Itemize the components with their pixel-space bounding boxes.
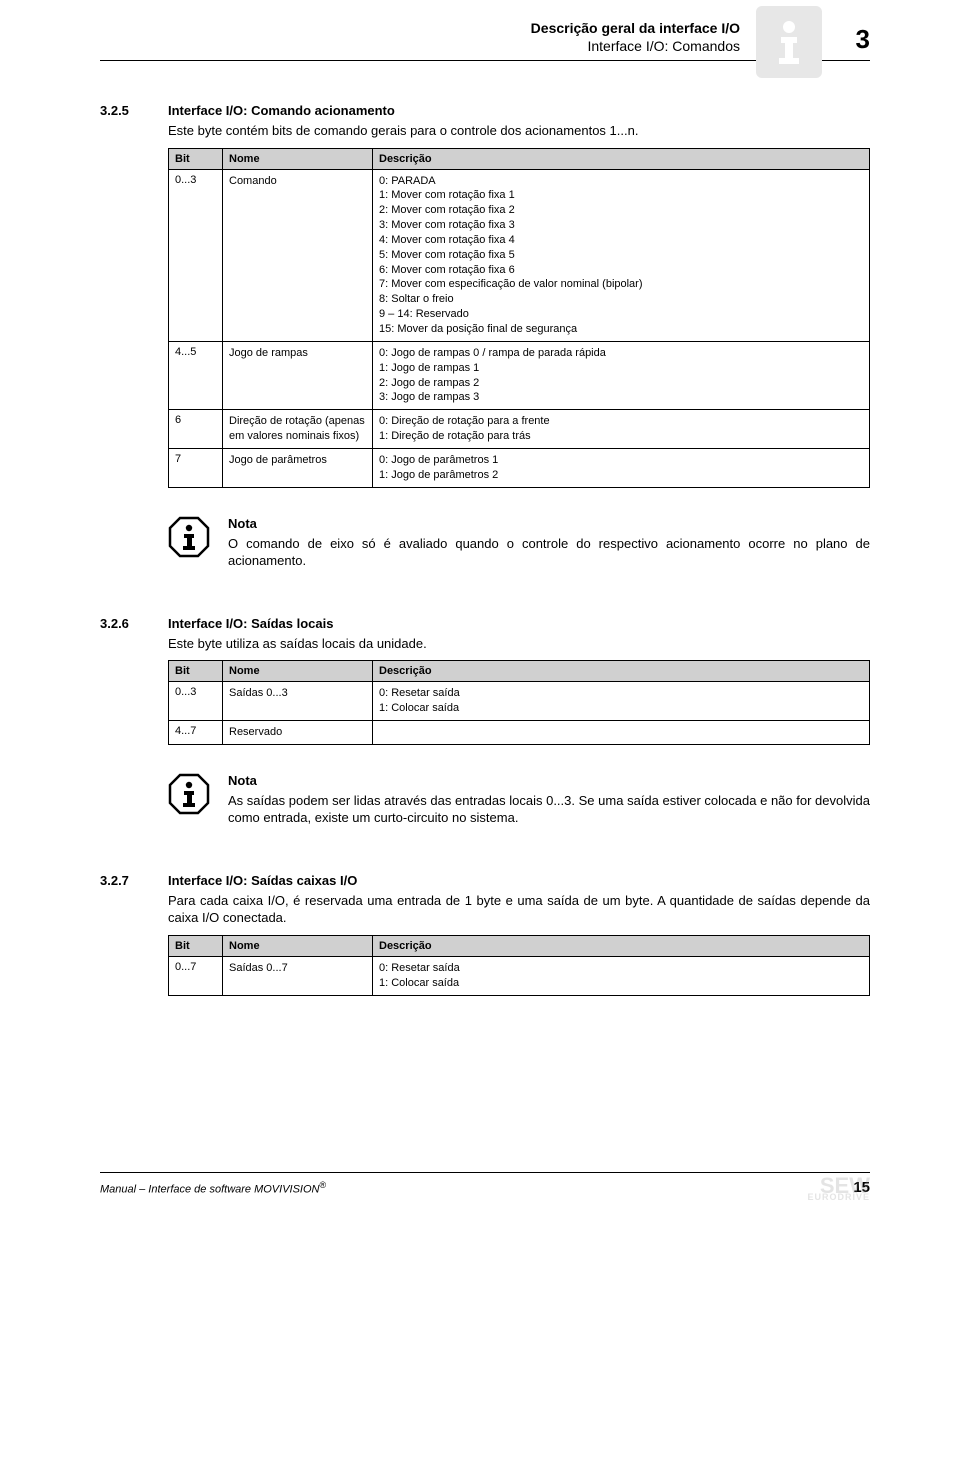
section-327-num: 3.2.7 [100, 873, 168, 888]
header-title-2: Interface I/O: Comandos [100, 38, 740, 54]
header-title-1: Descrição geral da interface I/O [100, 20, 740, 36]
chapter-number: 3 [856, 24, 870, 55]
th-bit: Bit [169, 148, 223, 169]
th-desc: Descrição [373, 148, 870, 169]
footer-text: Manual – Interface de software MOVIVISIO… [100, 1180, 326, 1196]
section-325-title: Interface I/O: Comando acionamento [168, 103, 395, 118]
th-desc: Descrição [373, 935, 870, 956]
th-name: Nome [223, 661, 373, 682]
info-icon [756, 6, 822, 78]
th-bit: Bit [169, 661, 223, 682]
table-row: 0...3 Comando 0: PARADA 1: Mover com rot… [169, 169, 870, 341]
table-row: 4...5 Jogo de rampas 0: Jogo de rampas 0… [169, 341, 870, 409]
note-text: O comando de eixo só é avaliado quando o… [228, 535, 870, 570]
section-325-intro: Este byte contém bits de comando gerais … [168, 122, 870, 140]
table-row: 0...3 Saídas 0...3 0: Resetar saída 1: C… [169, 682, 870, 721]
table-row: 6 Direção de rotação (apenas em valores … [169, 410, 870, 449]
table-row: 0...7 Saídas 0...7 0: Resetar saída 1: C… [169, 956, 870, 995]
table-row: 4...7 Reservado [169, 720, 870, 744]
note-title: Nota [228, 516, 870, 531]
table-327: Bit Nome Descrição 0...7 Saídas 0...7 0:… [168, 935, 870, 996]
table-row: 7 Jogo de parâmetros 0: Jogo de parâmetr… [169, 448, 870, 487]
section-325-num: 3.2.5 [100, 103, 168, 118]
th-bit: Bit [169, 935, 223, 956]
table-325: Bit Nome Descrição 0...3 Comando 0: PARA… [168, 148, 870, 488]
note-icon [168, 773, 210, 815]
note-text: As saídas podem ser lidas através das en… [228, 792, 870, 827]
section-327-intro: Para cada caixa I/O, é reservada uma ent… [168, 892, 870, 927]
th-desc: Descrição [373, 661, 870, 682]
section-326-title: Interface I/O: Saídas locais [168, 616, 333, 631]
note-icon [168, 516, 210, 558]
note-title: Nota [228, 773, 870, 788]
section-326-intro: Este byte utiliza as saídas locais da un… [168, 635, 870, 653]
th-name: Nome [223, 148, 373, 169]
table-326: Bit Nome Descrição 0...3 Saídas 0...3 0:… [168, 660, 870, 745]
section-327-title: Interface I/O: Saídas caixas I/O [168, 873, 357, 888]
th-name: Nome [223, 935, 373, 956]
footer-logo: SEW EURODRIVE [807, 1177, 870, 1202]
section-326-num: 3.2.6 [100, 616, 168, 631]
